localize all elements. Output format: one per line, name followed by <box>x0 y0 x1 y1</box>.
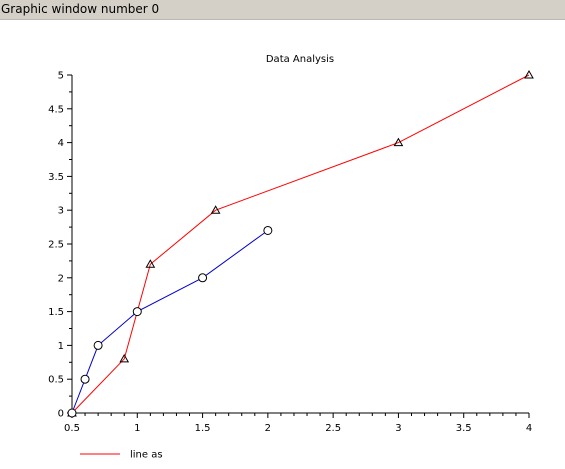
series-line <box>71 230 269 414</box>
data-point <box>119 353 130 363</box>
series-layer <box>67 69 534 418</box>
chart-title: Data Analysis <box>266 54 334 65</box>
y-tick-label: 1 <box>58 341 64 352</box>
data-point <box>80 374 90 384</box>
y-tick-label: 0 <box>58 409 64 420</box>
series-line <box>71 74 530 414</box>
window-title: Graphic window number 0 <box>1 2 160 16</box>
data-point <box>263 225 273 235</box>
y-tick-label: 5 <box>58 71 64 82</box>
plot-area: Data Analysis 0 0.5 1 1.5 2 2.5 3 3.5 4 4.5 5 0.5 1 1… <box>0 20 565 465</box>
x-tick-label: 3.5 <box>456 423 472 434</box>
x-tick-label: 1.5 <box>195 423 211 434</box>
data-point <box>524 69 534 79</box>
window-titlebar: Graphic window number 0 <box>0 0 565 20</box>
x-tick-label: 2 <box>265 423 271 434</box>
y-tick-label: 3.5 <box>48 172 64 183</box>
data-point <box>93 340 103 350</box>
y-tick-label: 0.5 <box>48 375 64 386</box>
x-tick-label: 1 <box>134 423 140 434</box>
axes: 00.511.522.533.544.550.5 1 1.5 2 2.5 3 3.5 4 <box>48 71 532 435</box>
y-tick-label: 1.5 <box>48 307 64 318</box>
data-point <box>393 137 404 147</box>
data-point <box>210 205 221 214</box>
legend-label: line as <box>130 450 163 461</box>
y-tick-label: 4.5 <box>48 104 64 115</box>
legend: line as <box>80 450 163 461</box>
series-1 <box>67 69 534 417</box>
data-point <box>67 408 77 418</box>
y-tick-label: 3 <box>58 206 64 217</box>
x-tick-label: 3 <box>395 423 401 434</box>
data-point <box>132 307 142 317</box>
x-tick-label: 4 <box>526 423 532 434</box>
y-tick-label: 2.5 <box>48 240 64 251</box>
y-tick-label: 2 <box>58 273 64 284</box>
x-tick-label: 2.5 <box>325 423 341 434</box>
series-2 <box>67 225 273 418</box>
y-tick-label: 4 <box>58 138 64 149</box>
data-point <box>145 259 156 268</box>
line-chart: Data Analysis 00.511.522.533.544.550.5 1 1… <box>48 54 534 461</box>
x-tick-label: 0.5 <box>64 423 80 434</box>
data-point <box>198 273 208 283</box>
